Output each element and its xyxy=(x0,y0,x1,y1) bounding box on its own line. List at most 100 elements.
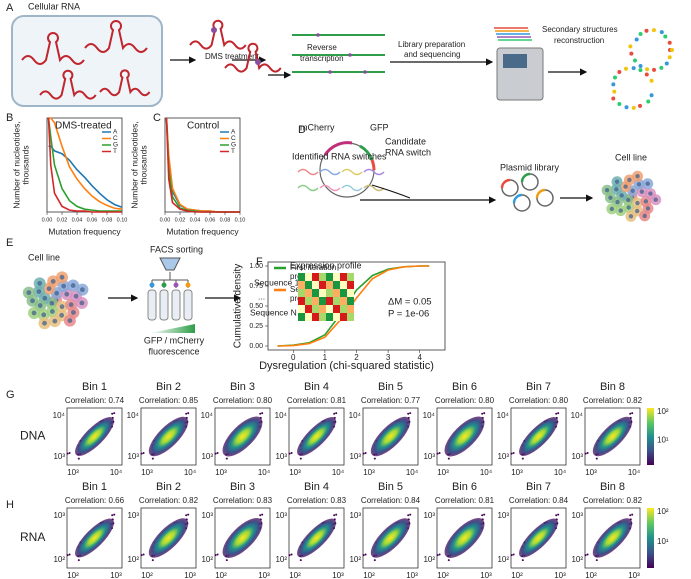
heatmap-cell xyxy=(312,281,319,289)
x-tick-label: 0.00 xyxy=(160,217,171,223)
outlier-dot xyxy=(111,412,114,415)
x-tick-label: 0.08 xyxy=(102,217,113,223)
density-cloud xyxy=(222,518,263,558)
gfp-gene xyxy=(359,144,374,161)
x-tick-label: 10⁴ xyxy=(258,468,271,477)
mcherry-gene xyxy=(323,141,353,156)
y-tick-label: 10⁴ xyxy=(349,411,362,420)
density-cloud xyxy=(148,518,189,558)
x-tick-label: 10³ xyxy=(215,468,227,477)
nucleus xyxy=(49,300,55,306)
correlation: Correlation: 0.66 xyxy=(65,496,125,505)
nucleotide xyxy=(638,32,643,37)
y-tick-label: 10² xyxy=(423,555,435,564)
outlier-dot xyxy=(66,452,69,455)
chart-title: DMS-treated xyxy=(55,121,112,132)
outlier-dot xyxy=(521,457,524,460)
panel-letter: E xyxy=(6,237,13,249)
legend-label: G xyxy=(113,142,118,149)
label: Reverse xyxy=(307,43,337,52)
outlier-dot xyxy=(595,559,598,562)
outlier-dot xyxy=(586,451,589,454)
x-tick-label: 1 xyxy=(323,353,328,362)
label: transcription xyxy=(300,54,344,63)
correlation: Correlation: 0.82 xyxy=(139,496,199,505)
heatmap-cell xyxy=(326,313,333,321)
chart-title: Control xyxy=(187,121,219,132)
outlier-dot xyxy=(629,514,632,517)
y-axis-label: Number of nucleotides, xyxy=(129,121,139,208)
y-tick-label: 10³ xyxy=(423,511,435,520)
outlier-dot xyxy=(631,513,634,516)
bin-title: Bin 6 xyxy=(452,481,477,493)
heatmap-cell xyxy=(333,313,340,321)
nucleus xyxy=(625,197,631,203)
heatmap-cell xyxy=(340,281,347,289)
x-tick-label: 0.10 xyxy=(235,217,246,223)
heatmap-cell xyxy=(305,273,312,281)
y-axis-label: thousands xyxy=(20,145,30,184)
nucleus xyxy=(630,188,635,193)
outlier-dot xyxy=(481,514,484,517)
x-tick-label: 10⁴ xyxy=(332,468,345,477)
label: DMS treatment xyxy=(205,52,260,61)
outlier-dot xyxy=(512,451,515,454)
row-label: RNA xyxy=(20,530,45,544)
heatmap-cell xyxy=(347,273,354,281)
nucleus xyxy=(645,181,650,186)
row-label: DNA xyxy=(20,429,45,443)
annotation: P = 1e-06 xyxy=(388,309,429,320)
nucleus xyxy=(618,208,623,213)
outlier-dot xyxy=(481,412,484,415)
nucleotide xyxy=(659,65,664,70)
nucleus xyxy=(31,310,37,316)
y-tick-label: 10² xyxy=(497,555,509,564)
outlier-dot xyxy=(288,554,291,557)
panel-letter: H xyxy=(6,499,14,511)
heatmap-cell xyxy=(333,297,340,305)
density-cloud xyxy=(370,518,411,558)
outlier-dot xyxy=(261,513,264,516)
x-tick-label: 0.10 xyxy=(117,217,128,223)
heatmap-cell xyxy=(298,289,305,297)
rna-strand xyxy=(84,20,148,53)
label: Expression profile xyxy=(290,260,362,270)
y-tick-label: 10² xyxy=(275,555,287,564)
outlier-dot xyxy=(140,554,143,557)
insert xyxy=(520,172,531,183)
bin-title: Bin 8 xyxy=(600,381,625,393)
nucleus xyxy=(79,300,85,306)
cell-box xyxy=(11,15,163,107)
outlier-dot xyxy=(187,412,190,415)
y-tick-label: 10³ xyxy=(201,511,213,520)
bin-title: Bin 6 xyxy=(452,381,477,393)
heatmap-cell xyxy=(319,297,326,305)
legend-label: T xyxy=(231,148,235,155)
mutation-mark xyxy=(363,70,367,74)
x-tick-label: 10² xyxy=(141,571,153,579)
nucleus xyxy=(608,195,613,200)
outlier-dot xyxy=(225,559,228,562)
x-tick-label: 0.04 xyxy=(72,217,83,223)
legend-label: C xyxy=(231,135,236,142)
colorbar-label: 10² xyxy=(657,407,669,416)
nucleotide xyxy=(612,75,617,80)
heatmap-cell xyxy=(326,305,333,313)
outlier-dot xyxy=(151,457,154,460)
tube xyxy=(171,289,181,321)
nucleotide xyxy=(634,37,639,42)
facs-funnel xyxy=(159,257,181,271)
nucleotide xyxy=(667,40,672,45)
nucleus xyxy=(627,177,632,183)
nucleotide xyxy=(638,68,643,73)
outlier-dot xyxy=(407,514,410,517)
nucleotide xyxy=(638,103,643,108)
outlier-dot xyxy=(216,553,219,556)
series-line xyxy=(47,117,122,212)
merge-arrow xyxy=(371,184,411,199)
nucleotide xyxy=(632,58,637,63)
rna-switch xyxy=(363,184,385,192)
facs-branches xyxy=(151,272,189,288)
outlier-dot xyxy=(299,559,302,562)
nucleus xyxy=(635,200,640,206)
